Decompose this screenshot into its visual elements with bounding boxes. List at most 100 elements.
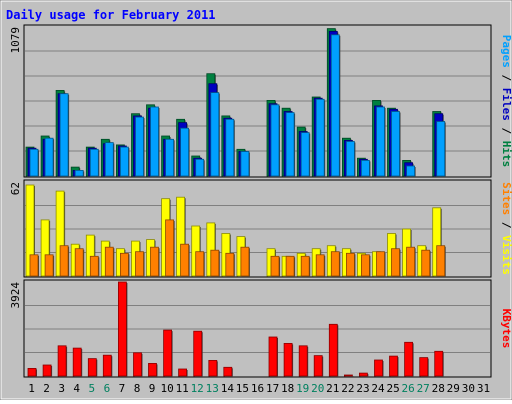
chart-title: Daily usage for February 2011: [6, 8, 216, 22]
bar-pages-day-12: [195, 158, 205, 177]
x-tick-label: 2: [43, 382, 50, 395]
x-tick-label: 25: [386, 382, 399, 395]
bar-kbytes-day-13: [208, 359, 218, 377]
bar-sites-day-20: [315, 254, 326, 277]
x-tick-label: 5: [88, 382, 95, 395]
chart-panels: 1079 Pages / Files / Hits 62 Sites / Visits…: [9, 24, 512, 378]
bar-sites-day-11: [180, 243, 190, 277]
x-tick-label: 15: [236, 382, 249, 395]
bar-sites-day-24: [376, 251, 386, 277]
x-tick-label: 16: [251, 382, 264, 395]
x-tick-label: 6: [104, 382, 111, 395]
bar-pages-day-6: [104, 142, 115, 177]
bar-pages-day-1: [29, 148, 39, 177]
x-tick-label: 23: [356, 382, 369, 395]
bar-kbytes-day-11: [178, 368, 188, 377]
bar-pages-day-4: [74, 169, 85, 177]
bar-kbytes-day-6: [102, 354, 113, 377]
bar-kbytes-day-14: [223, 366, 233, 377]
x-tick-label: 13: [206, 382, 219, 395]
x-tick-label: 17: [266, 382, 279, 395]
bar-sites-day-2: [44, 254, 55, 277]
bar-pages-day-17: [270, 104, 280, 177]
bar-pages-day-14: [225, 118, 235, 177]
bar-pages-day-26: [406, 165, 416, 177]
x-tick-label: 18: [281, 382, 294, 395]
bar-pages-day-19: [300, 132, 311, 177]
x-tick-label: 4: [73, 382, 80, 395]
bar-pages-day-2: [44, 137, 55, 177]
bar-sites-day-1: [29, 254, 39, 277]
bar-pages-day-28: [436, 121, 446, 177]
bar-pages-day-21: [330, 34, 341, 177]
x-tick-label: 14: [221, 382, 235, 395]
panel-1: 1079 Pages / Files / Hits: [9, 24, 512, 178]
x-tick-label: 3: [58, 382, 65, 395]
series-sites: [29, 219, 446, 277]
bar-kbytes-day-1: [27, 367, 37, 377]
bar-pages-day-24: [376, 106, 386, 177]
bar-kbytes-day-26: [404, 341, 414, 377]
legend-hits: Hits: [500, 141, 512, 168]
x-tick-label: 1: [28, 382, 35, 395]
legend-sites: Sites: [500, 182, 512, 215]
panel-2-ymax-label: 62: [9, 182, 22, 195]
x-tick-label: 9: [149, 382, 156, 395]
bar-sites-day-21: [330, 251, 341, 277]
x-tick-label: 24: [371, 382, 385, 395]
bar-pages-day-20: [315, 98, 326, 177]
bar-kbytes-day-24: [374, 359, 384, 377]
legend-files: Files: [500, 88, 512, 121]
bar-sites-day-5: [89, 255, 100, 277]
x-tick-label: 27: [417, 382, 430, 395]
bar-sites-day-17: [270, 255, 280, 277]
bar-sites-day-18: [285, 255, 296, 277]
bar-sites-day-28: [436, 245, 446, 277]
bar-kbytes-day-2: [42, 364, 53, 377]
bar-pages-day-10: [165, 138, 175, 177]
bar-kbytes-day-9: [148, 362, 158, 377]
bar-kbytes-day-10: [163, 329, 173, 377]
bar-kbytes-day-5: [87, 358, 98, 377]
bar-pages-day-9: [150, 106, 160, 177]
panel-1-legend: Pages / Files / Hits: [500, 35, 512, 168]
x-tick-label: 26: [401, 382, 414, 395]
bar-pages-day-8: [135, 116, 145, 177]
bar-kbytes-day-25: [389, 355, 399, 377]
bar-pages-day-7: [120, 146, 130, 177]
bar-kbytes-day-12: [193, 330, 203, 377]
x-tick-label: 28: [432, 382, 445, 395]
bar-sites-day-25: [391, 248, 401, 277]
bar-pages-day-11: [180, 127, 190, 177]
legend-kbytes: KBytes: [500, 309, 512, 349]
x-tick-label: 8: [134, 382, 141, 395]
bar-pages-day-13: [210, 92, 220, 177]
bar-sites-day-22: [345, 252, 356, 277]
x-axis: 1 2 3 4 5 6 7 8 9 10 11 12 13 14 15 16 17 18 19 20 21 22 23 24 2…: [28, 382, 490, 395]
series-pages: [29, 34, 446, 177]
panel-3: 3924 KBytes: [9, 279, 512, 378]
bar-sites-day-23: [360, 254, 371, 277]
bar-pages-day-22: [345, 141, 356, 177]
bar-pages-day-18: [285, 112, 296, 177]
bar-pages-day-23: [360, 159, 371, 177]
legend-visits: Visits: [500, 235, 512, 275]
panel-2-legend: Sites / Visits: [500, 182, 512, 275]
bar-kbytes-day-22: [343, 374, 354, 377]
bar-sites-day-14: [225, 252, 235, 277]
x-tick-label: 29: [447, 382, 460, 395]
bar-pages-day-15: [240, 151, 250, 177]
x-tick-label: 30: [462, 382, 475, 395]
bar-kbytes-day-19: [298, 345, 309, 377]
x-tick-label: 19: [296, 382, 309, 395]
bar-sites-day-6: [104, 246, 115, 277]
bar-pages-day-3: [59, 93, 70, 177]
bar-sites-day-8: [135, 251, 145, 277]
bar-kbytes-day-28: [434, 350, 444, 377]
legend-pages: Pages: [500, 35, 512, 68]
bar-pages-day-25: [391, 111, 401, 177]
x-tick-label: 10: [160, 382, 173, 395]
x-tick-label: 22: [341, 382, 354, 395]
